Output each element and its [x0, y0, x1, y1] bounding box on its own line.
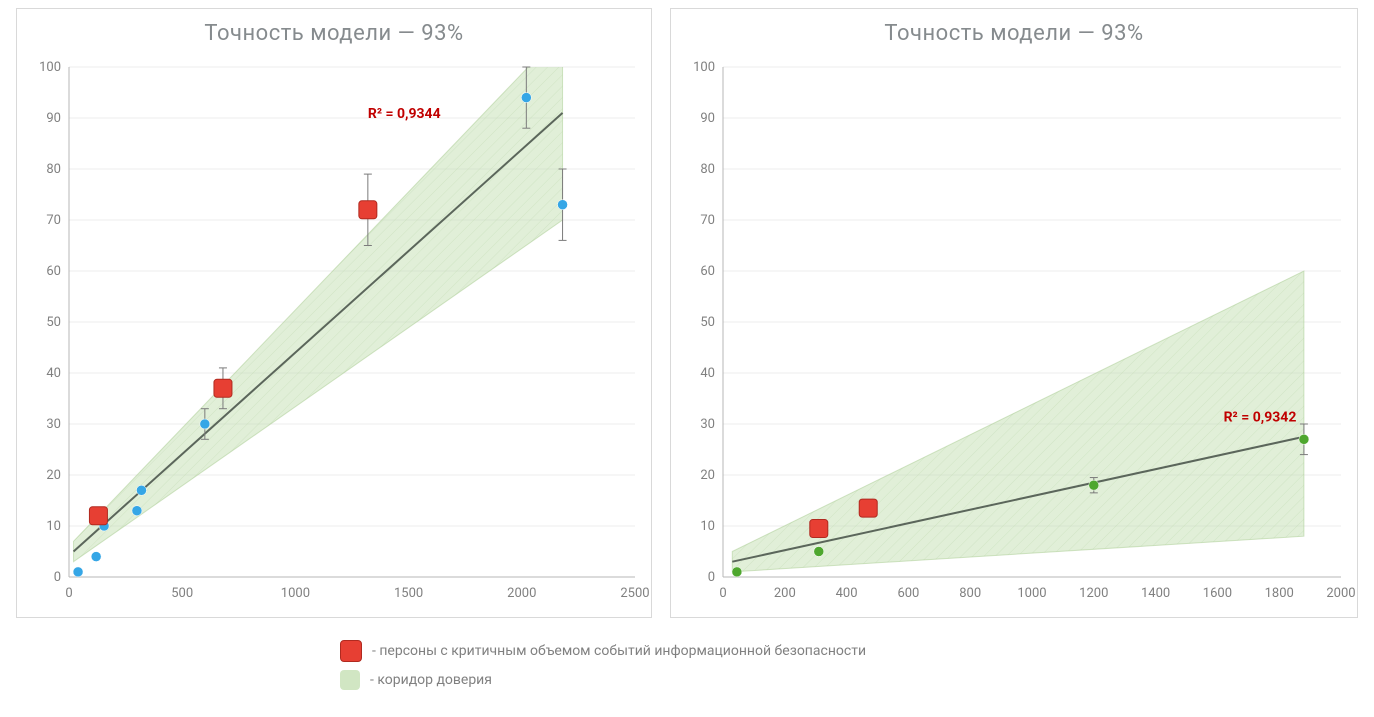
svg-text:10: 10: [700, 519, 715, 534]
svg-text:R² = 0,9344: R² = 0,9344: [368, 106, 441, 122]
svg-text:400: 400: [836, 586, 858, 601]
legend-corridor-icon: [340, 670, 360, 690]
svg-text:2500: 2500: [620, 586, 649, 601]
svg-text:500: 500: [171, 586, 193, 601]
svg-text:20: 20: [46, 468, 61, 483]
svg-text:20: 20: [700, 468, 715, 483]
svg-text:1000: 1000: [281, 586, 310, 601]
svg-text:0: 0: [719, 586, 726, 601]
chart-left-svg: 0102030405060708090100050010001500200025…: [17, 9, 653, 619]
chart-right-svg: 0102030405060708090100020040060080010001…: [671, 9, 1359, 619]
svg-text:80: 80: [46, 162, 61, 177]
svg-text:50: 50: [700, 315, 715, 330]
svg-text:10: 10: [46, 519, 61, 534]
legend: - персоны с критичным объемом событий ин…: [340, 640, 866, 698]
chart-left-panel: Точность модели — 93% 010203040506070809…: [16, 8, 652, 618]
svg-text:0: 0: [65, 586, 72, 601]
svg-text:800: 800: [959, 586, 981, 601]
svg-text:1600: 1600: [1203, 586, 1232, 601]
svg-text:600: 600: [897, 586, 919, 601]
svg-text:1000: 1000: [1017, 586, 1046, 601]
svg-text:2000: 2000: [1326, 586, 1355, 601]
svg-text:1800: 1800: [1265, 586, 1294, 601]
svg-text:40: 40: [700, 366, 715, 381]
svg-text:90: 90: [700, 111, 715, 126]
svg-text:0: 0: [708, 570, 715, 585]
legend-corridor-label: - коридор доверия: [370, 672, 492, 688]
svg-text:0: 0: [54, 570, 61, 585]
svg-text:1500: 1500: [394, 586, 423, 601]
svg-text:60: 60: [46, 264, 61, 279]
legend-critical-label: - персоны с критичным объемом событий ин…: [372, 643, 866, 659]
svg-text:40: 40: [46, 366, 61, 381]
svg-text:100: 100: [39, 60, 61, 75]
svg-text:R² = 0,9342: R² = 0,9342: [1224, 409, 1297, 425]
svg-text:90: 90: [46, 111, 61, 126]
legend-row-critical: - персоны с критичным объемом событий ин…: [340, 640, 866, 662]
svg-text:60: 60: [700, 264, 715, 279]
legend-row-corridor: - коридор доверия: [340, 670, 866, 690]
svg-text:30: 30: [700, 417, 715, 432]
svg-text:1200: 1200: [1079, 586, 1108, 601]
svg-text:1400: 1400: [1141, 586, 1170, 601]
svg-text:100: 100: [693, 60, 715, 75]
svg-text:30: 30: [46, 417, 61, 432]
svg-text:200: 200: [774, 586, 796, 601]
svg-text:70: 70: [700, 213, 715, 228]
svg-text:80: 80: [700, 162, 715, 177]
svg-text:70: 70: [46, 213, 61, 228]
svg-text:2000: 2000: [507, 586, 536, 601]
chart-right-panel: Точность модели — 93% 010203040506070809…: [670, 8, 1358, 618]
svg-text:50: 50: [46, 315, 61, 330]
legend-critical-icon: [340, 640, 362, 662]
